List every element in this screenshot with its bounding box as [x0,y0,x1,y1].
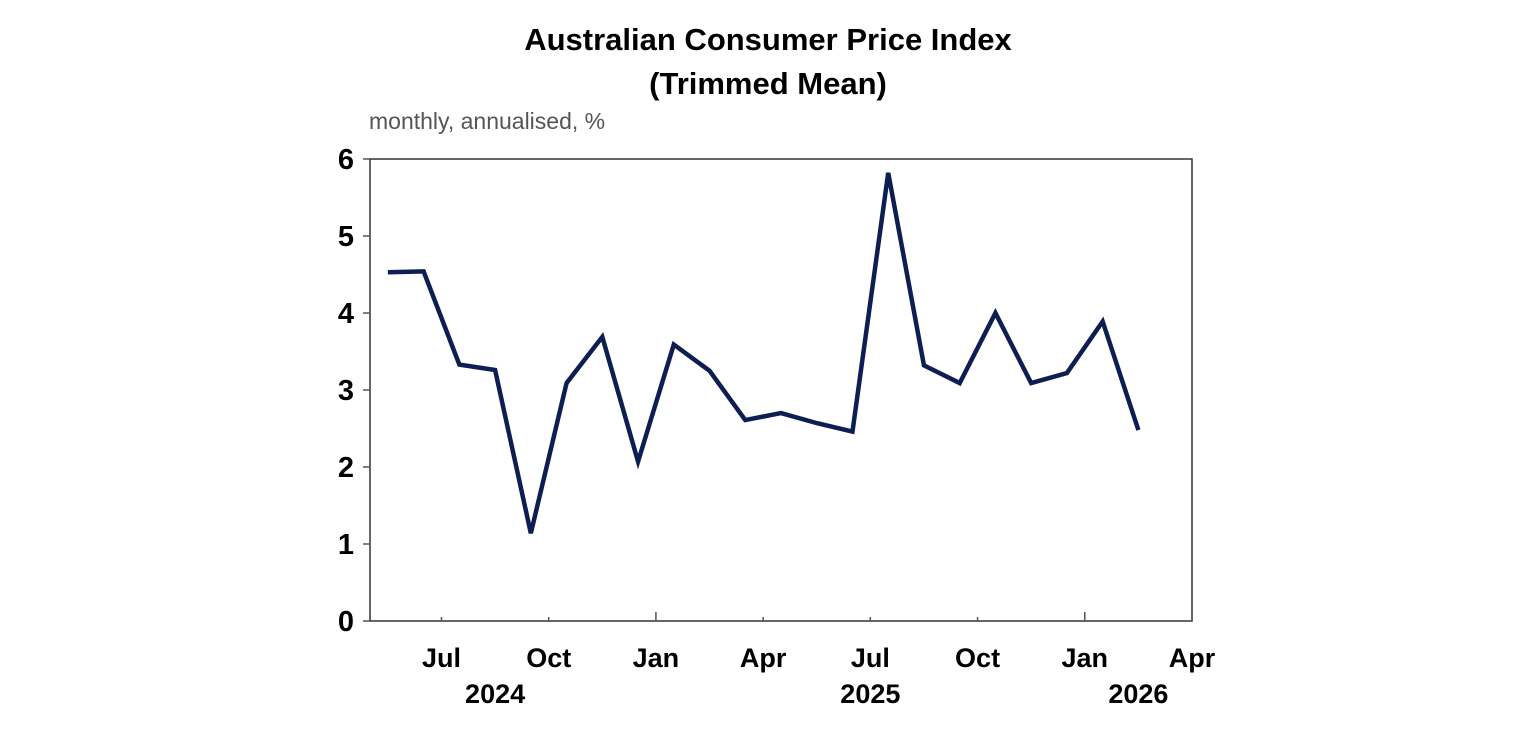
plot-area [369,158,1193,622]
x-year-label: 2026 [1108,679,1168,709]
x-year-label: 2024 [465,679,525,709]
x-tick-label: Apr [740,643,787,673]
chart-subtitle: (Trimmed Mean) [649,66,887,101]
y-tick-label: 0 [338,606,354,638]
chart-title: Australian Consumer Price Index [524,22,1012,57]
x-tick-label: Jul [422,643,461,673]
x-year-label: 2025 [840,679,900,709]
y-tick-label: 2 [338,452,354,484]
x-tick-label: Oct [955,643,1000,673]
y-tick-label: 1 [338,529,354,561]
x-tick-label: Jan [1062,643,1109,673]
x-tick-label: Oct [526,643,571,673]
x-tick-label: Jul [851,643,890,673]
y-tick-label: 5 [338,221,354,253]
y-axis-label: monthly, annualised, % [369,108,606,134]
y-tick-label: 3 [338,375,354,407]
x-tick-label: Apr [1169,643,1216,673]
y-tick-label: 6 [338,144,354,176]
series-line [387,172,1141,534]
x-tick-label: Jan [633,643,680,673]
y-tick-label: 4 [338,298,354,330]
